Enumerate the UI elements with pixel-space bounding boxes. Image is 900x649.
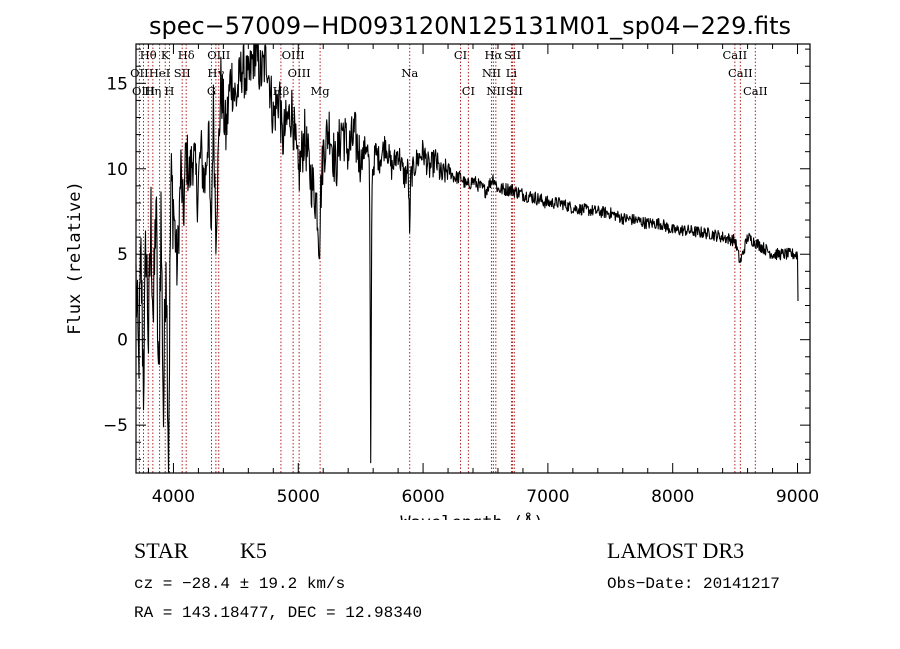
line-label-22: Hβ	[273, 84, 290, 98]
line-label-19: Hη	[144, 84, 161, 98]
line-label-26: SII	[506, 84, 523, 98]
y-tick-label: 15	[106, 74, 128, 94]
y-axis: −5 0 5 10 15	[103, 48, 810, 460]
spectrum-plot: spec−57009−HD093120N125131M01_sp04−229.f…	[65, 12, 819, 520]
line-label-16: Li	[506, 66, 518, 80]
survey-name: LAMOST DR3	[607, 538, 745, 563]
line-label-7: SII	[504, 48, 521, 62]
plot-frame	[135, 43, 811, 474]
line-label-4: OIII	[282, 48, 305, 62]
line-label-10: HeI	[149, 66, 170, 80]
line-label-14: Na	[401, 66, 418, 80]
line-label-1: K	[161, 48, 170, 62]
line-label-6: Hα	[484, 48, 502, 62]
line-label-27: CaII	[743, 84, 768, 98]
spectral-line-markers	[138, 44, 756, 473]
line-label-17: CaII	[728, 66, 753, 80]
line-label-24: CI	[462, 84, 475, 98]
line-label-11: SII	[174, 66, 191, 80]
y-axis-label: Flux (relative)	[65, 181, 85, 335]
y-tick-label: 5	[117, 245, 128, 265]
x-tick-label: 8000	[651, 487, 694, 507]
observation-date: Obs−Date: 20141217	[607, 575, 780, 593]
line-label-18: OIII	[132, 84, 155, 98]
coordinates: RA = 143.18477, DEC = 12.98340	[134, 604, 423, 622]
spectrum-line	[135, 44, 799, 473]
x-axis-label: Wavelength (Å)	[400, 511, 543, 520]
x-tick-label: 4000	[152, 487, 195, 507]
line-label-3: OIII	[207, 48, 230, 62]
line-label-25: NII	[486, 84, 505, 98]
y-tick-label: 0	[117, 331, 128, 351]
subclass: K5	[240, 538, 267, 563]
x-tick-label: 6000	[401, 487, 444, 507]
line-label-23: Mg	[311, 84, 331, 98]
object-type: STAR	[134, 538, 189, 563]
line-label-9: OII	[130, 66, 149, 80]
line-label-5: CI	[454, 48, 467, 62]
x-tick-label: 5000	[277, 487, 320, 507]
x-tick-label: 9000	[776, 487, 819, 507]
redshift-velocity: cz = −28.4 ± 19.2 km/s	[134, 575, 346, 593]
y-tick-label: −5	[103, 416, 128, 436]
chart-title: spec−57009−HD093120N125131M01_sp04−229.f…	[149, 12, 791, 40]
x-tick-label: 7000	[526, 487, 569, 507]
line-label-15: NII	[482, 66, 501, 80]
x-axis: 4000 5000 6000 7000 8000 9000	[147, 44, 819, 507]
line-label-13: OIII	[288, 66, 311, 80]
line-label-8: CaII	[722, 48, 747, 62]
line-label-0: Hθ	[140, 48, 157, 62]
y-tick-label: 10	[106, 160, 128, 180]
line-label-20: H	[164, 84, 174, 98]
line-label-2: Hδ	[178, 48, 195, 62]
line-label-21: G	[207, 84, 216, 98]
